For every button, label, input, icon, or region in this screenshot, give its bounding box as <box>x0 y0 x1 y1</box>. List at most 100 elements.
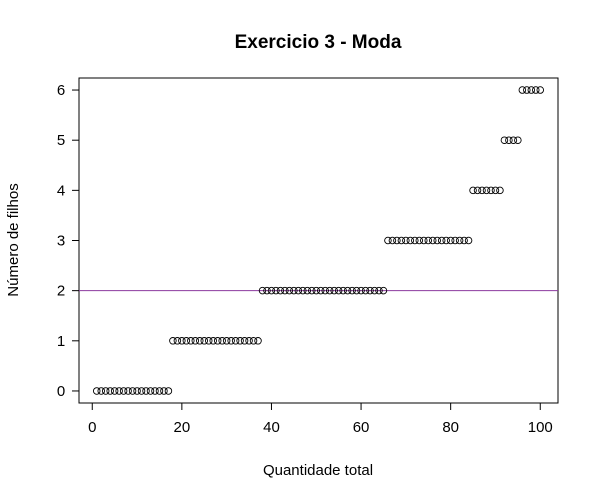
data-point <box>191 337 200 345</box>
data-point <box>348 286 356 295</box>
data-point <box>128 387 137 395</box>
data-point <box>433 236 441 245</box>
data-point <box>222 337 231 345</box>
y-tick-label: 4 <box>57 182 65 199</box>
data-point <box>236 337 244 345</box>
data-point <box>379 286 388 295</box>
plot-frame <box>78 77 559 404</box>
data-point <box>505 136 513 144</box>
data-point <box>272 286 280 295</box>
data-point <box>321 286 329 295</box>
data-point <box>482 186 491 195</box>
data-point <box>308 286 316 295</box>
data-point <box>357 286 365 295</box>
data-point <box>527 86 536 94</box>
data-point <box>500 136 509 144</box>
data-point <box>361 286 370 295</box>
data-point <box>352 286 361 295</box>
x-tick-label: 60 <box>353 419 370 436</box>
data-point <box>200 337 209 345</box>
data-point <box>133 387 141 395</box>
data-point <box>424 236 433 245</box>
data-point <box>473 186 482 195</box>
data-point <box>110 387 119 395</box>
data-point <box>254 337 262 345</box>
data-point <box>281 286 289 295</box>
y-axis-label: Número de filhos <box>5 183 22 296</box>
data-point <box>532 86 540 94</box>
data-point <box>204 337 213 345</box>
y-tick-label: 5 <box>57 132 65 149</box>
data-point <box>101 387 110 395</box>
data-point <box>384 236 392 245</box>
data-point <box>518 86 527 94</box>
y-tick-label: 3 <box>57 233 65 250</box>
data-point <box>420 236 428 245</box>
data-point <box>115 387 123 395</box>
data-point <box>415 236 424 245</box>
data-point <box>509 136 518 144</box>
data-point <box>397 236 406 245</box>
data-point <box>491 186 500 195</box>
data-point <box>446 236 455 245</box>
data-point <box>343 286 352 295</box>
data-point <box>137 387 146 395</box>
data-point <box>325 286 334 295</box>
data-point <box>187 337 195 345</box>
x-tick-label: 0 <box>88 419 96 436</box>
x-tick-label: 80 <box>442 419 459 436</box>
data-point <box>536 86 545 94</box>
data-point <box>411 236 419 245</box>
data-point <box>299 286 307 295</box>
data-point <box>334 286 343 295</box>
data-point <box>142 387 150 395</box>
data-point <box>169 337 177 345</box>
data-point <box>178 337 186 345</box>
data-point <box>478 186 486 195</box>
data-point <box>469 186 477 195</box>
data-point <box>496 186 504 195</box>
data-point <box>393 236 401 245</box>
data-point <box>146 387 155 395</box>
data-point <box>442 236 450 245</box>
y-tick-label: 6 <box>57 82 65 99</box>
data-point <box>258 286 267 295</box>
data-point <box>402 236 410 245</box>
data-point <box>119 387 128 395</box>
data-point <box>290 286 298 295</box>
y-tick-label: 1 <box>57 333 65 350</box>
data-point <box>267 286 276 295</box>
data-point <box>97 387 105 395</box>
data-point <box>196 337 204 345</box>
data-point <box>375 286 383 295</box>
data-point <box>92 387 101 395</box>
data-point <box>182 337 191 345</box>
data-point <box>464 236 473 245</box>
data-point <box>294 286 303 295</box>
data-point <box>124 387 132 395</box>
x-tick-label: 100 <box>528 419 553 436</box>
x-axis-label: Quantidade total <box>263 462 373 479</box>
data-point <box>240 337 249 345</box>
data-point <box>213 337 222 345</box>
x-tick-label: 20 <box>174 419 191 436</box>
data-point <box>523 86 531 94</box>
data-point <box>209 337 217 345</box>
data-point <box>437 236 446 245</box>
data-point <box>451 236 459 245</box>
data-point <box>339 286 347 295</box>
y-tick-label: 2 <box>57 283 65 300</box>
data-point <box>370 286 379 295</box>
data-point <box>155 387 164 395</box>
data-point <box>285 286 294 295</box>
plot-area: 0 20 40 60 80 100 0 1 2 3 4 5 6 <box>57 77 559 436</box>
data-point <box>330 286 338 295</box>
chart-title: Exercicio 3 - Moda <box>235 32 402 53</box>
data-point <box>249 337 258 345</box>
data-point <box>245 337 253 345</box>
data-point <box>231 337 240 345</box>
data-point <box>173 337 182 345</box>
data-point <box>316 286 325 295</box>
data-point <box>164 387 173 395</box>
